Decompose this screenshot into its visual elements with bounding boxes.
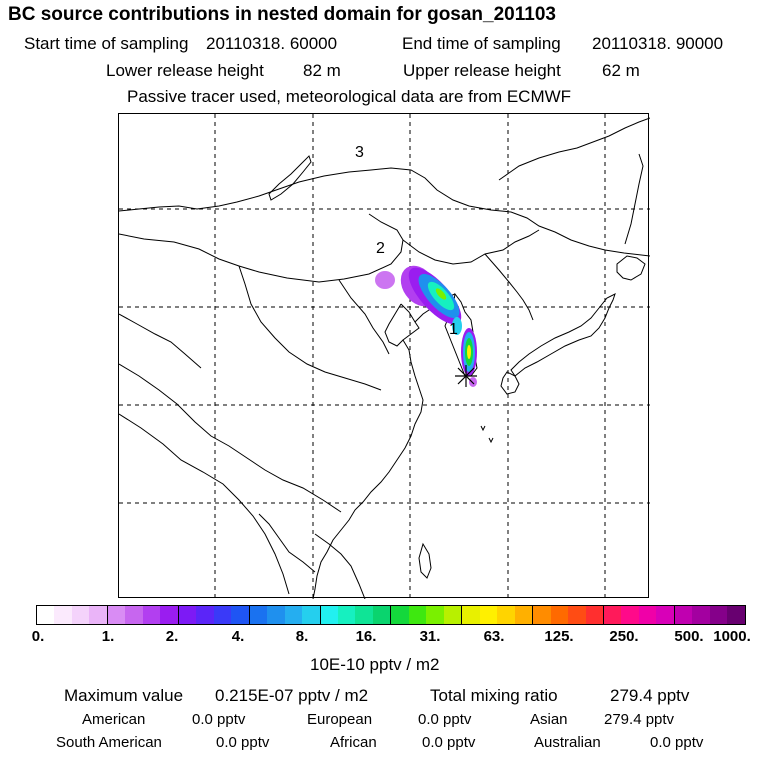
- colorbar-swatch-8: [178, 606, 197, 624]
- map-label-3: 3: [355, 144, 364, 161]
- end-time-value: 20110318. 90000: [592, 34, 724, 53]
- map-panel: 3 2 1: [118, 113, 650, 599]
- colorbar-swatch-26: [497, 606, 515, 624]
- upper-height-value: 62 m: [602, 61, 640, 80]
- colorbar-swatch-2: [71, 606, 90, 624]
- colorbar-swatch-37: [692, 606, 710, 624]
- region-european-name: European: [307, 711, 373, 728]
- colorbar: [36, 605, 746, 625]
- coastlines: [119, 117, 650, 599]
- region-african-name: African: [330, 734, 377, 751]
- colorbar-swatch-36: [674, 606, 693, 624]
- colorbar-swatch-15: [302, 606, 321, 624]
- total-mixing-label: Total mixing ratio: [430, 686, 558, 705]
- region-asian-value: 279.4 pptv: [604, 711, 675, 728]
- tracer-note: Passive tracer used, meteorological data…: [127, 87, 572, 106]
- colorbar-unit: 10E-10 pptv / m2: [310, 655, 440, 674]
- tick-9: 250.: [609, 628, 639, 645]
- map-label-1: 1: [449, 321, 458, 338]
- tick-2: 2.: [165, 628, 179, 645]
- tick-11: 1000.: [713, 628, 751, 645]
- colorbar-swatch-12: [249, 606, 268, 624]
- colorbar-swatch-32: [604, 606, 622, 624]
- colorbar-swatch-30: [568, 606, 586, 624]
- region-asian-name: Asian: [530, 711, 568, 728]
- tick-7: 63.: [483, 628, 505, 645]
- colorbar-swatch-9: [196, 606, 214, 624]
- tick-5: 16.: [355, 628, 377, 645]
- region-south-american-value: 0.0 pptv: [216, 734, 270, 751]
- colorbar-swatch-29: [550, 606, 569, 624]
- colorbar-swatch-34: [638, 606, 657, 624]
- colorbar-swatch-22: [426, 606, 444, 624]
- map-label-2: 2: [376, 240, 385, 257]
- lat-lon-grid: [119, 114, 650, 599]
- region-african-value: 0.0 pptv: [422, 734, 476, 751]
- colorbar-swatch-6: [142, 606, 161, 624]
- colorbar-swatch-3: [89, 606, 108, 624]
- colorbar-swatch-19: [372, 606, 392, 624]
- region-american-value: 0.0 pptv: [192, 711, 246, 728]
- region-south-american-name: South American: [56, 734, 162, 751]
- colorbar-swatch-13: [267, 606, 285, 624]
- colorbar-swatch-16: [320, 606, 338, 624]
- tick-10: 500.: [674, 628, 704, 645]
- colorbar-swatch-28: [533, 606, 551, 624]
- colorbar-swatch-31: [585, 606, 604, 624]
- colorbar-swatch-33: [621, 606, 639, 624]
- colorbar-swatch-14: [284, 606, 303, 624]
- colorbar-swatch-17: [337, 606, 356, 624]
- max-value-label: Maximum value: [64, 686, 184, 705]
- start-time-label: Start time of sampling: [24, 34, 189, 53]
- colorbar-swatch-10: [213, 606, 232, 624]
- colorbar-swatch-24: [462, 606, 480, 624]
- colorbar-swatch-20: [391, 606, 409, 624]
- total-mixing-value: 279.4 pptv: [610, 686, 690, 705]
- colorbar-swatch-4: [107, 606, 126, 624]
- start-time-value: 20110318. 60000: [206, 34, 338, 53]
- colorbar-swatch-27: [514, 606, 534, 624]
- tick-8: 125.: [544, 628, 574, 645]
- upper-height-label: Upper release height: [403, 61, 561, 80]
- region-european-value: 0.0 pptv: [418, 711, 472, 728]
- tick-1: 1.: [101, 628, 115, 645]
- max-value: 0.215E-07 pptv / m2: [215, 686, 369, 705]
- colorbar-swatch-25: [479, 606, 498, 624]
- colorbar-swatch-5: [125, 606, 143, 624]
- colorbar-swatch-35: [656, 606, 675, 624]
- bc-plume: [375, 265, 477, 387]
- colorbar-swatch-23: [443, 606, 463, 624]
- tick-0: 0.: [31, 628, 45, 645]
- lower-height-label: Lower release height: [106, 61, 264, 80]
- receptor-marker: [455, 365, 477, 387]
- colorbar-swatch-11: [231, 606, 250, 624]
- lower-height-value: 82 m: [303, 61, 341, 80]
- tick-6: 31.: [419, 628, 441, 645]
- tick-4: 8.: [295, 628, 309, 645]
- region-australian-name: Australian: [534, 734, 601, 751]
- colorbar-swatch-21: [408, 606, 427, 624]
- colorbar-swatch-38: [709, 606, 728, 624]
- colorbar-swatch-39: [727, 606, 745, 624]
- colorbar-swatch-1: [54, 606, 72, 624]
- region-australian-value: 0.0 pptv: [650, 734, 704, 751]
- colorbar-swatch-18: [355, 606, 373, 624]
- end-time-label: End time of sampling: [402, 34, 561, 53]
- colorbar-swatch-0: [37, 606, 55, 624]
- map-canvas: 3 2 1: [119, 114, 650, 599]
- colorbar-swatch-7: [160, 606, 179, 624]
- region-american-name: American: [82, 711, 146, 728]
- plot-title: BC source contributions in nested domain…: [8, 4, 556, 25]
- tick-3: 4.: [231, 628, 245, 645]
